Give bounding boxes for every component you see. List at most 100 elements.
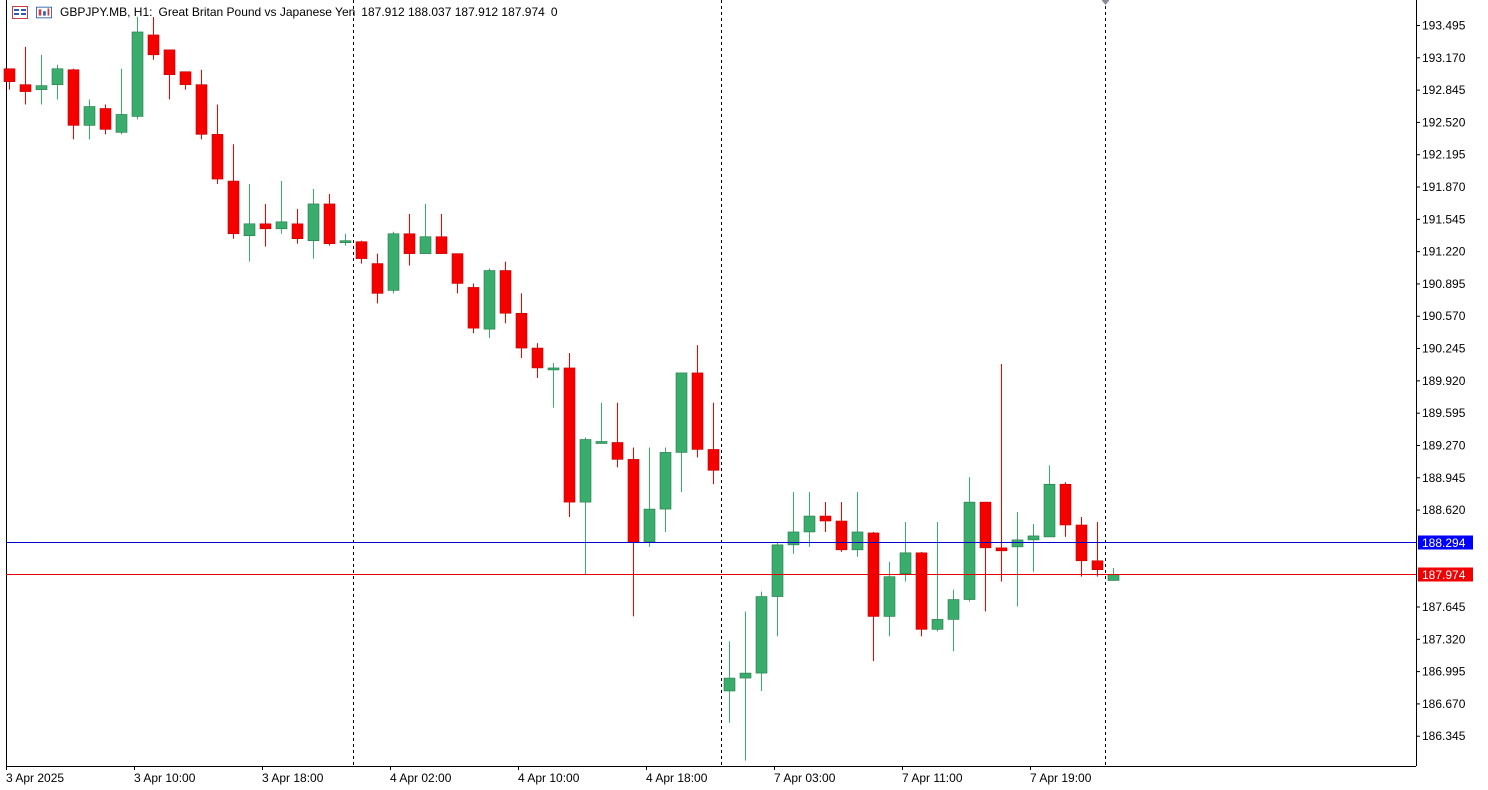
- candle-body: [83, 106, 96, 126]
- candle-body: [131, 31, 144, 117]
- y-tick-label: 190.570: [1422, 309, 1466, 323]
- candle: [995, 363, 1008, 582]
- symbol-label: GBPJPY.MB, H1:: [60, 5, 153, 19]
- ask-price-tag: 188.294: [1418, 535, 1473, 550]
- candle-body: [1011, 539, 1024, 548]
- candle-body: [899, 552, 912, 574]
- candle: [35, 54, 48, 105]
- y-tick-label: 191.220: [1422, 245, 1466, 259]
- candle-body: [1091, 560, 1104, 571]
- y-tick-label: 189.595: [1422, 406, 1466, 420]
- candle: [819, 502, 832, 532]
- candle-body: [3, 68, 16, 82]
- candle-body: [995, 547, 1008, 552]
- candle: [755, 591, 768, 691]
- candle: [51, 64, 64, 100]
- candle-body: [499, 270, 512, 314]
- x-tick-label: 3 Apr 18:00: [262, 771, 324, 785]
- candle: [1043, 465, 1056, 538]
- candle: [579, 437, 592, 575]
- candle: [83, 99, 96, 140]
- candle-body: [275, 221, 288, 230]
- candle: [147, 17, 160, 60]
- candle: [67, 68, 80, 140]
- candle: [179, 71, 192, 90]
- candle: [1027, 523, 1040, 572]
- y-tick-label: 188.945: [1422, 471, 1466, 485]
- candle: [1091, 522, 1104, 577]
- candle: [899, 522, 912, 582]
- candle: [963, 477, 976, 602]
- bid-price-tag: 187.974: [1418, 567, 1473, 582]
- y-tick-label: 186.995: [1422, 665, 1466, 679]
- candle: [803, 492, 816, 547]
- candle-body: [723, 677, 736, 692]
- candle-body: [563, 367, 576, 503]
- candle-body: [531, 347, 544, 369]
- y-tick-label: 188.620: [1422, 503, 1466, 517]
- candle: [659, 447, 672, 532]
- candle-body: [163, 49, 176, 76]
- candle: [3, 68, 16, 90]
- x-tick-label: 7 Apr 11:00: [902, 771, 963, 785]
- candle: [867, 531, 880, 662]
- candle: [739, 611, 752, 761]
- candle-body: [323, 203, 336, 244]
- candle: [643, 447, 656, 547]
- candle: [467, 283, 480, 334]
- candle-body: [611, 442, 624, 460]
- candle: [211, 104, 224, 185]
- candle: [483, 268, 496, 339]
- candle: [723, 641, 736, 723]
- candle-body: [755, 596, 768, 674]
- candle-body: [803, 515, 816, 533]
- symbol-description: Great Britan Pound vs Japanese Yen: [158, 5, 356, 19]
- candle-body: [979, 501, 992, 549]
- candle-body: [819, 515, 832, 522]
- candle-body: [707, 449, 720, 471]
- candle: [979, 501, 992, 612]
- candle: [243, 184, 256, 262]
- candle-body: [211, 134, 224, 180]
- candle-body: [259, 223, 272, 230]
- candle: [787, 492, 800, 554]
- candle: [371, 253, 384, 304]
- candle: [771, 541, 784, 637]
- candle-body: [195, 84, 208, 135]
- y-tick-label: 191.545: [1422, 212, 1466, 226]
- y-tick-label: 193.495: [1422, 19, 1466, 33]
- candle-body: [435, 236, 448, 254]
- candle-body: [51, 68, 64, 85]
- candle: [227, 144, 240, 239]
- candle-body: [355, 241, 368, 259]
- candle: [835, 502, 848, 552]
- chart-menu-icon[interactable]: [12, 5, 28, 19]
- candle-body: [115, 114, 128, 133]
- candle: [691, 345, 704, 458]
- ohlc-values: 187.912 188.037 187.912 187.974: [361, 5, 545, 19]
- candle-body: [851, 531, 864, 551]
- candle-body: [1107, 573, 1120, 581]
- y-tick-label: 190.895: [1422, 277, 1466, 291]
- x-tick-label: 7 Apr 03:00: [774, 771, 836, 785]
- symbol-list-icon[interactable]: [36, 6, 52, 19]
- candle-body: [675, 372, 688, 453]
- candle-body: [19, 84, 32, 92]
- chart-header: GBPJPY.MB, H1: Great Britan Pound vs Jap…: [12, 4, 564, 20]
- candle: [99, 104, 112, 135]
- y-tick-label: 187.645: [1422, 600, 1466, 614]
- candle-body: [147, 34, 160, 56]
- ask-price-tag-bg: [1418, 535, 1473, 550]
- x-tick-label: 3 Apr 10:00: [134, 771, 196, 785]
- y-tick-label: 186.670: [1422, 697, 1466, 711]
- candle-body: [99, 108, 112, 130]
- candle: [611, 402, 624, 468]
- candle: [419, 203, 432, 254]
- candle-body: [403, 233, 416, 254]
- bid-price-tag-bg: [1418, 567, 1473, 582]
- candle: [339, 233, 352, 246]
- y-tick-label: 192.845: [1422, 83, 1466, 97]
- candle-body: [515, 312, 528, 349]
